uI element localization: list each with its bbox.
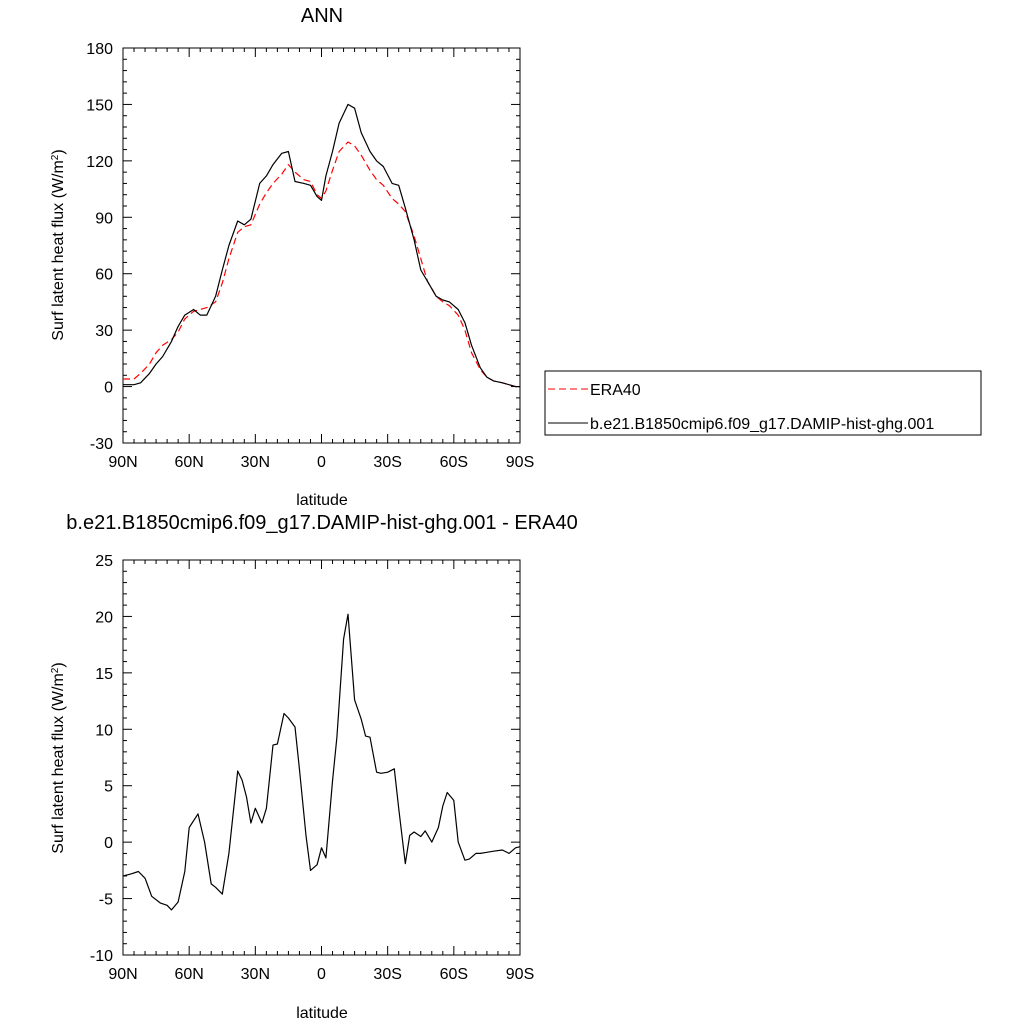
x-axis-label: latitude (296, 492, 348, 509)
legend-label-era40: ERA40 (590, 382, 641, 399)
y-tick-label: -5 (99, 892, 113, 909)
y-tick-label: 15 (95, 666, 113, 683)
x-tick-label: 30S (373, 966, 401, 983)
y-tick-label: 0 (104, 835, 113, 852)
x-axis-label: latitude (296, 1005, 348, 1022)
y-tick-label: 5 (104, 779, 113, 796)
legend-box (544, 370, 982, 436)
chart-title: b.e21.B1850cmip6.f09_g17.DAMIP-hist-ghg.… (66, 512, 577, 534)
legend: ERA40 b.e21.B1850cmip6.f09_g17.DAMIP-his… (544, 370, 982, 436)
y-axis-label: Surf latent heat flux (W/m2) (50, 662, 68, 853)
plot-area: 90N 60N 30N 0 30S 60S 90S -30 0 30 60 90 120 150 180 (86, 41, 534, 471)
x-tick-label: 0 (317, 966, 326, 983)
x-tick-label: 90N (108, 454, 137, 471)
y-tick-label: 10 (95, 722, 113, 739)
y-tick-label: 180 (86, 41, 113, 58)
x-tick-label: 30N (241, 454, 270, 471)
x-tick-label: 60N (174, 966, 203, 983)
plot-frame (122, 47, 521, 444)
legend-label-model: b.e21.B1850cmip6.f09_g17.DAMIP-hist-ghg.… (590, 416, 934, 433)
y-tick-label: 60 (95, 267, 113, 284)
x-tick-label: 60S (440, 966, 468, 983)
y-tick-label: 120 (86, 154, 113, 171)
top-panel: ANN 90N 60N 30N 0 30S 60S 90S -30 0 30 60 90 120 150 1… (50, 5, 535, 509)
y-tick-label: 90 (95, 210, 113, 227)
difference-line (122, 613, 521, 911)
x-tick-label: 30S (373, 454, 401, 471)
x-tick-label: 30N (241, 966, 270, 983)
x-tick-label: 60N (174, 454, 203, 471)
chart-title: ANN (301, 5, 343, 27)
plot-frame (122, 559, 521, 956)
y-axis-label: Surf latent heat flux (W/m2) (50, 149, 68, 340)
y-tick-label: -10 (90, 948, 113, 965)
y-tick-label: 20 (95, 609, 113, 626)
x-tick-label: 0 (317, 454, 326, 471)
series-line-era40 (123, 141, 520, 388)
y-tick-label: 150 (86, 97, 113, 114)
x-tick-label: 90N (108, 966, 137, 983)
y-tick-label: -30 (90, 436, 113, 453)
bottom-panel: b.e21.B1850cmip6.f09_g17.DAMIP-hist-ghg.… (50, 512, 578, 1022)
plot-area: 90N 60N 30N 0 30S 60S 90S -10 -5 0 5 10 15 20 25 (90, 553, 534, 983)
x-tick-label: 60S (440, 454, 468, 471)
y-tick-label: 0 (104, 380, 113, 397)
x-tick-label: 90S (506, 966, 534, 983)
series-line-model (123, 103, 520, 388)
y-tick-label: 25 (95, 553, 113, 570)
y-tick-label: 30 (95, 323, 113, 340)
x-tick-label: 90S (506, 454, 534, 471)
